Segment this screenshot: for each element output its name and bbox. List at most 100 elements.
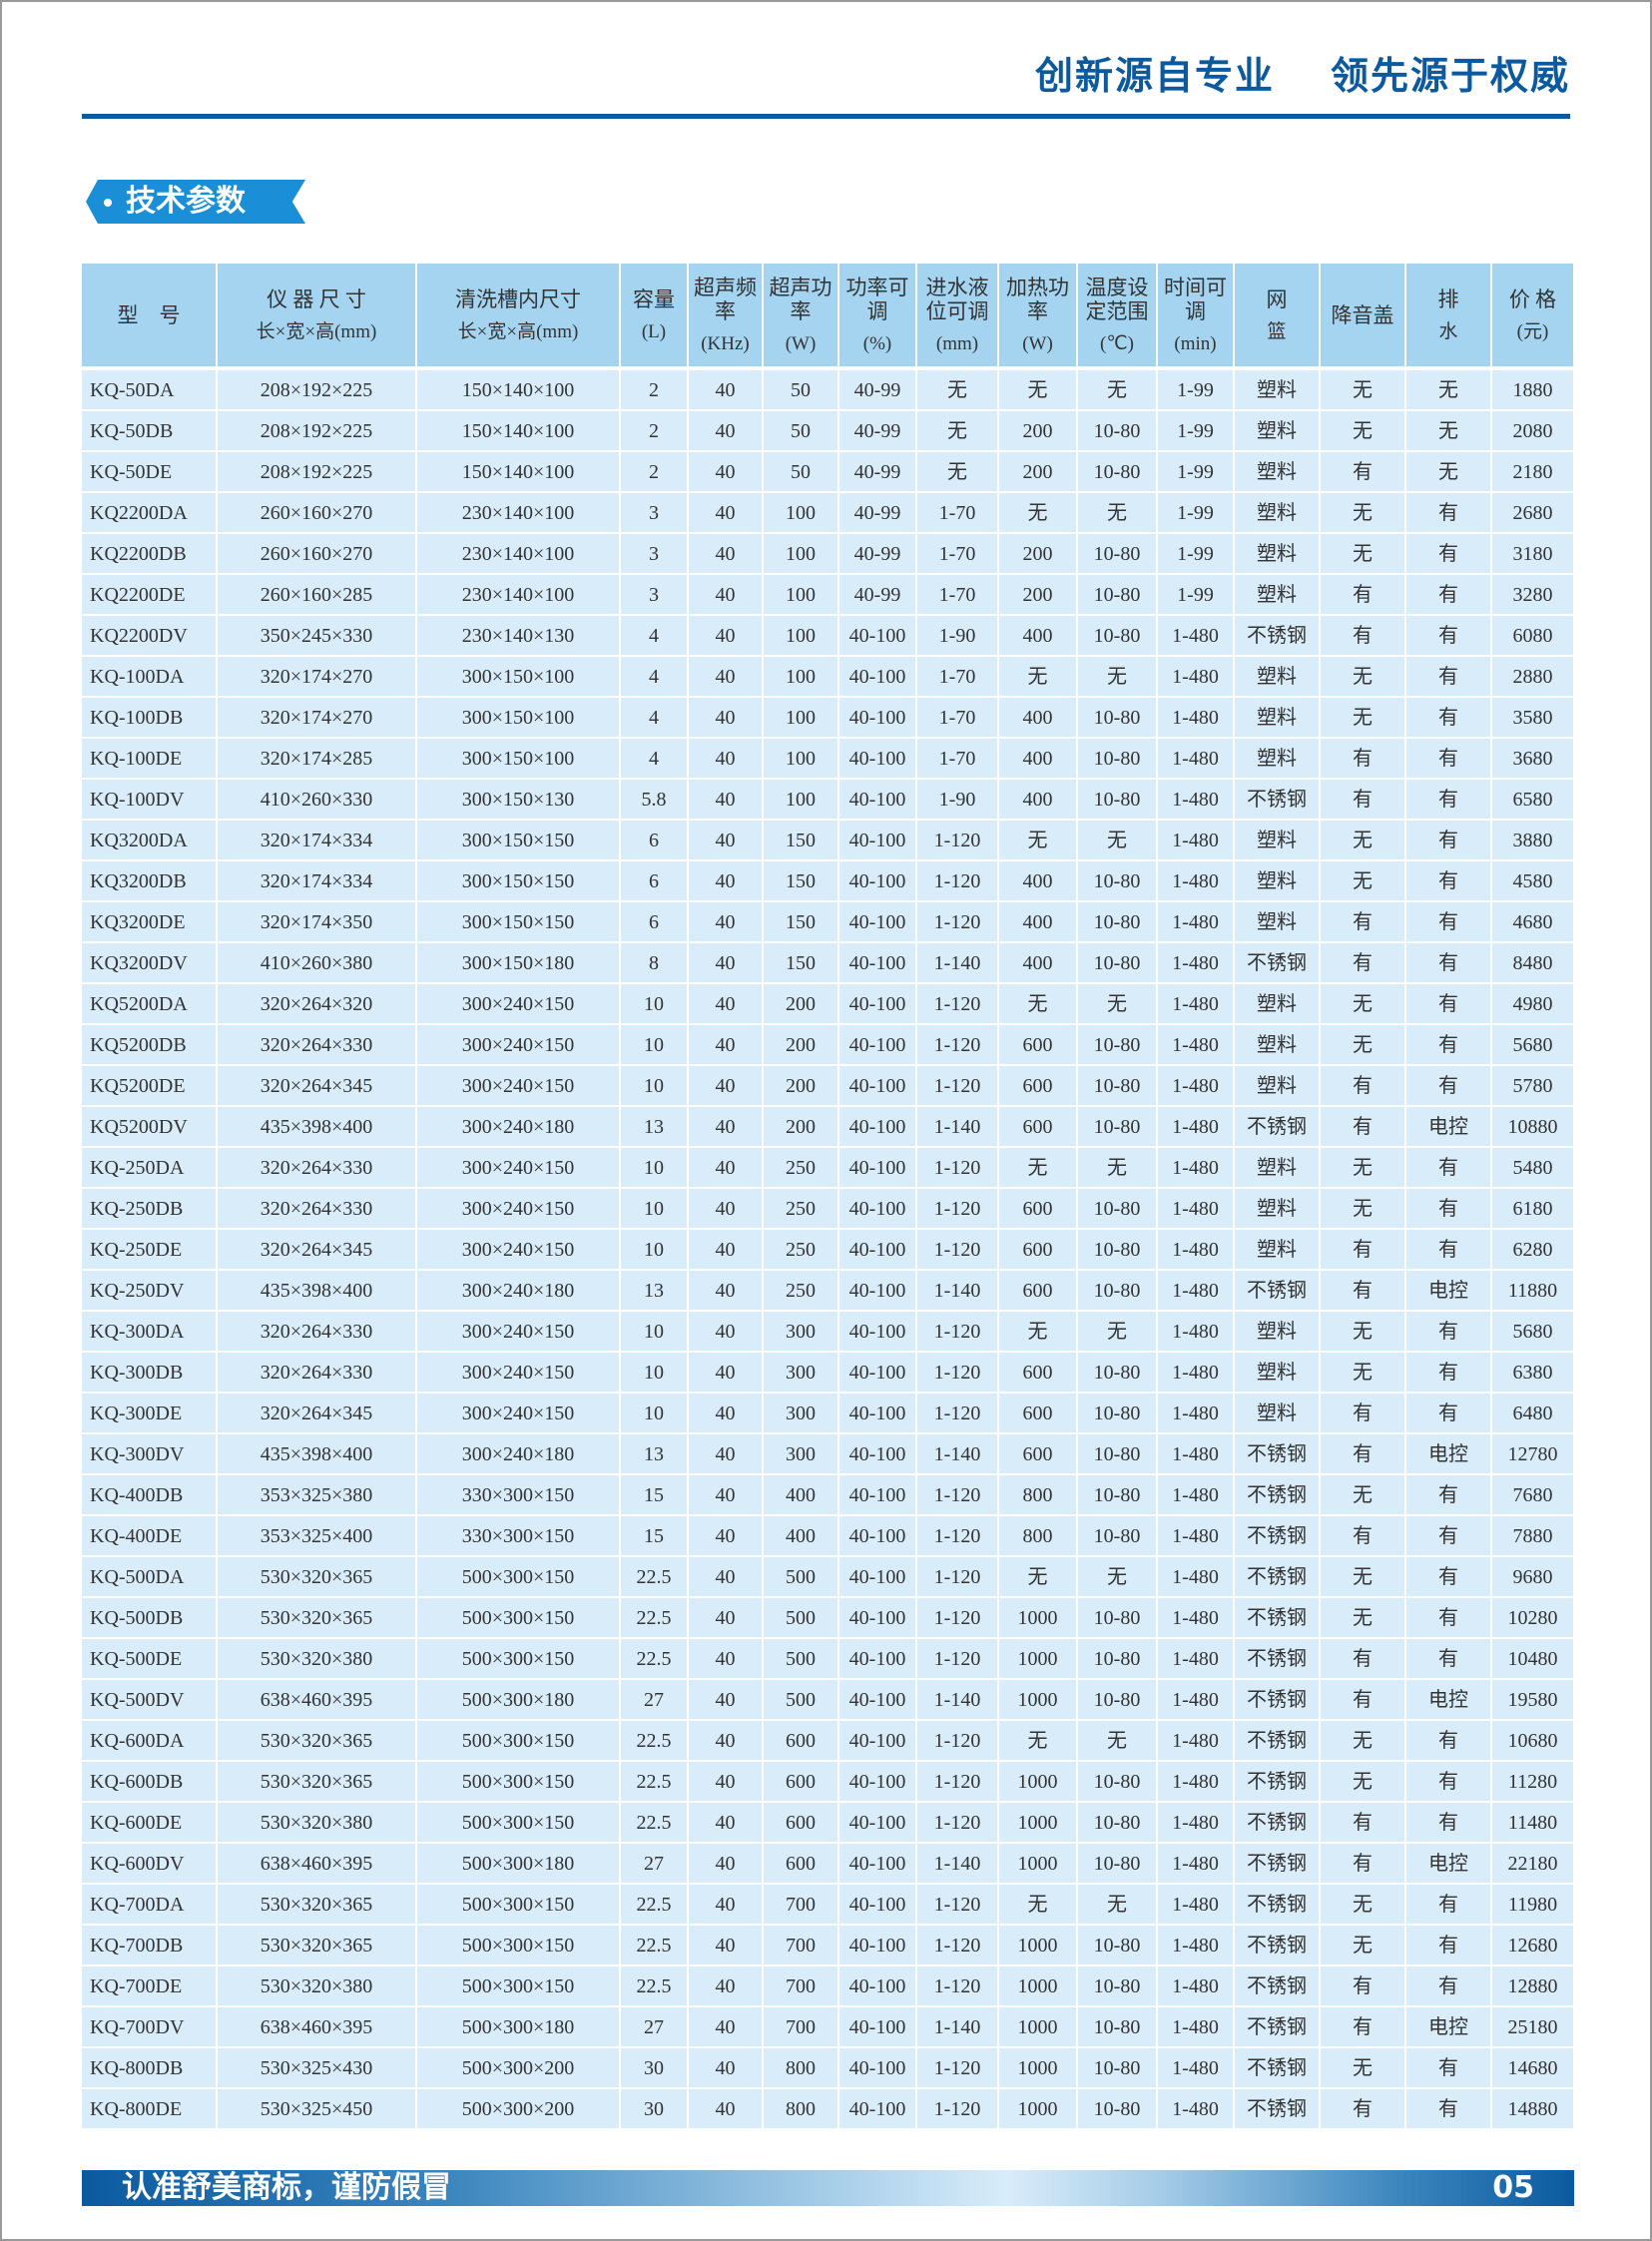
table-cell: 150 [763, 942, 839, 984]
table-cell: 1-480 [1157, 1515, 1235, 1557]
table-cell: 40 [688, 983, 764, 1025]
table-cell: 有 [1405, 656, 1492, 698]
table-cell: 200 [763, 983, 839, 1025]
table-cell: 300×240×150 [416, 1311, 621, 1353]
table-cell: 无 [998, 1720, 1078, 1762]
table-cell: 2080 [1491, 410, 1575, 452]
table-cell: 10-80 [1077, 1925, 1158, 1966]
table-cell: 40 [688, 1147, 764, 1189]
table-cell: 40-100 [838, 697, 917, 739]
table-cell: 1-120 [916, 1188, 999, 1230]
column-header: 时间可调 (min) [1157, 264, 1235, 370]
table-cell: 320×264×345 [217, 1229, 417, 1271]
table-cell: 有 [1405, 942, 1492, 984]
table-cell: 15 [620, 1515, 689, 1557]
table-cell: 1-120 [916, 1352, 999, 1394]
table-cell: 10680 [1491, 1720, 1575, 1762]
table-cell: 有 [1405, 1515, 1492, 1557]
table-cell: 600 [998, 1188, 1078, 1230]
column-header: 温度设定范围 (℃) [1077, 264, 1158, 370]
table-cell: 有 [1320, 738, 1406, 780]
column-title: 超声频率 [694, 275, 757, 323]
table-cell: 不锈钢 [1234, 2088, 1321, 2130]
table-cell: 1-99 [1157, 533, 1235, 575]
table-cell: 4980 [1491, 983, 1575, 1025]
table-cell: 1-120 [916, 1393, 999, 1434]
table-cell: 300×240×150 [416, 1024, 621, 1066]
table-cell: KQ-700DV [82, 2006, 218, 2048]
header-slogan: 创新源自专业 领先源于权威 [1035, 52, 1570, 100]
column-title: 型 号 [117, 302, 181, 327]
table-cell: 530×320×365 [217, 1720, 417, 1762]
table-cell: 10-80 [1077, 2088, 1158, 2130]
table-cell: 40-100 [838, 1761, 917, 1803]
table-cell: 530×320×365 [217, 1761, 417, 1803]
table-cell: 40 [688, 2088, 764, 2130]
table-cell: 300 [763, 1311, 839, 1353]
table-cell: 40 [688, 410, 764, 452]
table-cell: 1-480 [1157, 779, 1235, 821]
table-cell: 电控 [1405, 1433, 1492, 1475]
table-cell: KQ-800DB [82, 2047, 218, 2089]
table-cell: 无 [1320, 697, 1406, 739]
table-cell: 1-480 [1157, 1433, 1235, 1475]
table-cell: 有 [1405, 1188, 1492, 1230]
table-cell: 无 [1320, 1925, 1406, 1966]
table-cell: 塑料 [1234, 738, 1321, 780]
table-cell: 435×398×400 [217, 1433, 417, 1475]
table-cell: 40 [688, 1761, 764, 1803]
column-title: 容量 [633, 286, 675, 311]
table-cell: 1-140 [916, 1679, 999, 1721]
table-cell: 1-70 [916, 574, 999, 616]
table-cell: 10 [620, 1188, 689, 1230]
table-cell: KQ-500DA [82, 1556, 218, 1598]
table-cell: 40 [688, 615, 764, 657]
column-title: 超声功率 [769, 275, 832, 323]
table-cell: 22.5 [620, 1884, 689, 1926]
table-cell: 500×300×150 [416, 1925, 621, 1966]
table-cell: 500×300×150 [416, 1802, 621, 1844]
table-cell: KQ-100DV [82, 779, 218, 821]
table-cell: 10-80 [1077, 1515, 1158, 1557]
table-cell: 40 [688, 1802, 764, 1844]
table-cell: 40 [688, 1270, 764, 1312]
table-cell: 800 [763, 2047, 839, 2089]
table-cell: 1-480 [1157, 820, 1235, 861]
table-cell: 塑料 [1234, 1147, 1321, 1189]
table-cell: 10880 [1491, 1106, 1575, 1148]
table-cell: 40 [688, 1024, 764, 1066]
table-cell: 10 [620, 1311, 689, 1353]
table-cell: 6280 [1491, 1229, 1575, 1271]
table-cell: 1-480 [1157, 1761, 1235, 1803]
table-cell: 10-80 [1077, 2047, 1158, 2089]
table-cell: 10-80 [1077, 1474, 1158, 1516]
table-cell: 塑料 [1234, 1229, 1321, 1271]
table-cell: 无 [1320, 983, 1406, 1025]
table-cell: 1-70 [916, 492, 999, 534]
table-cell: 700 [763, 1965, 839, 2007]
table-cell: 1-120 [916, 1556, 999, 1598]
table-cell: 100 [763, 492, 839, 534]
table-cell: 40-99 [838, 574, 917, 616]
table-cell: 500×300×150 [416, 1720, 621, 1762]
table-cell: 40-100 [838, 1270, 917, 1312]
table-cell: 1000 [998, 1638, 1078, 1680]
table-cell: 无 [998, 820, 1078, 861]
table-cell: 1-480 [1157, 2006, 1235, 2048]
table-cell: 700 [763, 1925, 839, 1966]
table-row: KQ-100DB 320×174×270 300×150×100 4 40 100 40-1… [82, 697, 1575, 739]
table-cell: 有 [1405, 533, 1492, 575]
table-cell: 40-100 [838, 1024, 917, 1066]
table-cell: 有 [1405, 1965, 1492, 2007]
table-cell: 230×140×130 [416, 615, 621, 657]
table-row: KQ-300DE 320×264×345 300×240×150 10 40 300 40-… [82, 1393, 1575, 1434]
table-cell: 320×264×330 [217, 1024, 417, 1066]
table-cell: 300×240×150 [416, 1229, 621, 1271]
table-cell: 1-70 [916, 697, 999, 739]
table-cell: 有 [1405, 860, 1492, 902]
column-unit: 长×宽×高(mm) [256, 320, 377, 342]
table-cell: 320×174×270 [217, 697, 417, 739]
table-cell: KQ-300DE [82, 1393, 218, 1434]
table-cell: 230×140×100 [416, 492, 621, 534]
table-cell: 1-120 [916, 1597, 999, 1639]
